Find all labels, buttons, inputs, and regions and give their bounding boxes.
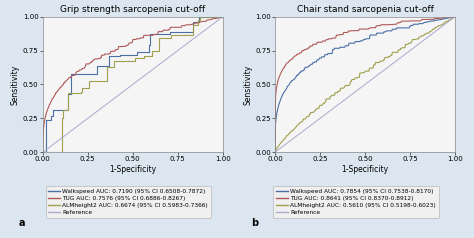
Y-axis label: Sensitivity: Sensitivity — [11, 64, 20, 105]
Text: b: b — [251, 218, 258, 228]
Title: Chair stand sarcopenia cut-off: Chair stand sarcopenia cut-off — [297, 5, 433, 15]
Y-axis label: Sensitivity: Sensitivity — [243, 64, 252, 105]
X-axis label: 1-Specificity: 1-Specificity — [341, 165, 389, 174]
Title: Grip strength sarcopenia cut-off: Grip strength sarcopenia cut-off — [60, 5, 205, 15]
Legend: Walkspeed AUC: 0.7190 (95% CI 0.6508-0.7872), TUG AUC: 0.7576 (95% CI 0.6886-0.8: Walkspeed AUC: 0.7190 (95% CI 0.6508-0.7… — [46, 186, 211, 218]
Text: a: a — [19, 218, 26, 228]
Legend: Walkspeed AUC: 0.7854 (95% CI 0.7538-0.8170), TUG AUC: 0.8641 (95% CI 0.8370-0.8: Walkspeed AUC: 0.7854 (95% CI 0.7538-0.8… — [273, 186, 438, 218]
X-axis label: 1-Specificity: 1-Specificity — [109, 165, 156, 174]
